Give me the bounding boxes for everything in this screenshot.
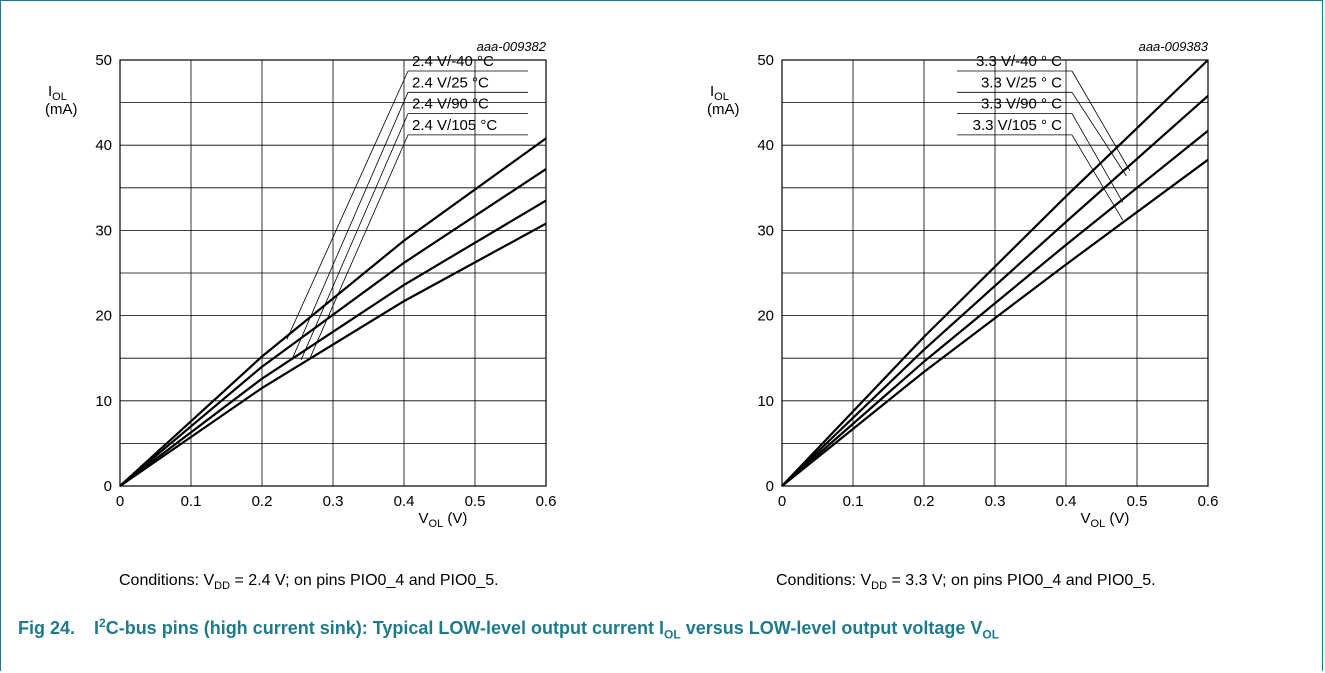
series-label-2: 2.4 V/25 °C <box>412 74 489 91</box>
x-axis-label: VOL (V) <box>1081 510 1130 530</box>
series-line-2 <box>781 94 1209 487</box>
series-line-3 <box>781 129 1209 487</box>
y-tick-label: 50 <box>757 52 774 69</box>
leader-line-2 <box>1071 92 1127 177</box>
y-tick-label: 10 <box>757 393 774 410</box>
y-tick-label: 0 <box>104 478 112 495</box>
x-tick-label: 0.2 <box>914 493 935 510</box>
y-tick-label: 50 <box>95 52 112 69</box>
conditions-right: Conditions: VDD = 3.3 V; on pins PIO0_4 … <box>776 572 1156 593</box>
x-tick-label: 0.1 <box>181 493 202 510</box>
plot-border <box>781 59 1209 487</box>
y-tick-label: 0 <box>766 478 774 495</box>
y-axis-unit: (mA) <box>45 101 78 118</box>
series-label-4: 3.3 V/105 ° C <box>973 117 1063 134</box>
x-tick-label: 0.3 <box>323 493 344 510</box>
leader-line-2 <box>292 92 409 359</box>
leader-line-3 <box>1071 113 1124 203</box>
series-label-1: 3.3 V/-40 ° C <box>976 53 1062 70</box>
y-tick-label: 30 <box>757 222 774 239</box>
y-tick-label: 10 <box>95 393 112 410</box>
x-tick-label: 0.1 <box>843 493 864 510</box>
chart-id-label: aaa-009383 <box>1139 39 1209 54</box>
series-label-4: 2.4 V/105 °C <box>412 117 497 134</box>
series-line-4 <box>781 158 1209 487</box>
leader-line-1 <box>1071 70 1131 171</box>
leader-line-3 <box>300 113 409 361</box>
series-line-1 <box>119 137 547 487</box>
leader-line-4 <box>309 134 409 360</box>
x-tick-label: 0.4 <box>394 493 415 510</box>
series-label-3: 3.3 V/90 ° C <box>981 96 1062 113</box>
series-line-3 <box>119 199 547 487</box>
y-tick-label: 20 <box>757 308 774 325</box>
series-label-3: 2.4 V/90 °C <box>412 96 489 113</box>
x-axis-label: VOL (V) <box>419 510 468 530</box>
chart-right: 0 10 20 30 40 50 0 0.1 0.2 0.3 0.4 0.5 0.6 IOL(mA) VOL… <box>707 39 1219 530</box>
leader-line-4 <box>1071 134 1124 221</box>
series-line-4 <box>119 222 547 487</box>
series-line-1 <box>781 59 1209 487</box>
y-tick-label: 20 <box>95 308 112 325</box>
x-tick-label: 0.4 <box>1056 493 1077 510</box>
figure-number: Fig 24. <box>18 618 76 638</box>
y-tick-label: 40 <box>95 137 112 154</box>
series-line-2 <box>119 168 547 487</box>
y-axis-label: IOL <box>710 83 729 103</box>
x-tick-label: 0 <box>116 493 124 510</box>
x-tick-label: 0.2 <box>252 493 273 510</box>
x-tick-label: 0.6 <box>1198 493 1219 510</box>
x-tick-label: 0.3 <box>985 493 1006 510</box>
y-tick-label: 40 <box>757 137 774 154</box>
x-tick-label: 0.6 <box>536 493 557 510</box>
leader-line-1 <box>286 70 409 340</box>
series-label-1: 2.4 V/-40 °C <box>412 53 494 70</box>
conditions-left: Conditions: VDD = 2.4 V; on pins PIO0_4 … <box>119 572 499 593</box>
x-tick-label: 0.5 <box>1127 493 1148 510</box>
y-axis-label: IOL <box>48 83 67 103</box>
y-tick-label: 30 <box>95 222 112 239</box>
x-tick-label: 0.5 <box>465 493 486 510</box>
y-axis-unit: (mA) <box>707 101 740 118</box>
plot-border <box>119 59 547 487</box>
series-label-2: 3.3 V/25 ° C <box>981 74 1062 91</box>
chart-left: 0 10 20 30 40 50 0 0.1 0.2 0.3 0.4 0.5 0.6 IOL(mA) VOL… <box>45 39 557 530</box>
figure-caption: Fig 24. I2C-bus pins (high current sink):… <box>18 616 1000 642</box>
chart-id-label: aaa-009382 <box>477 39 547 54</box>
x-tick-label: 0 <box>778 493 786 510</box>
